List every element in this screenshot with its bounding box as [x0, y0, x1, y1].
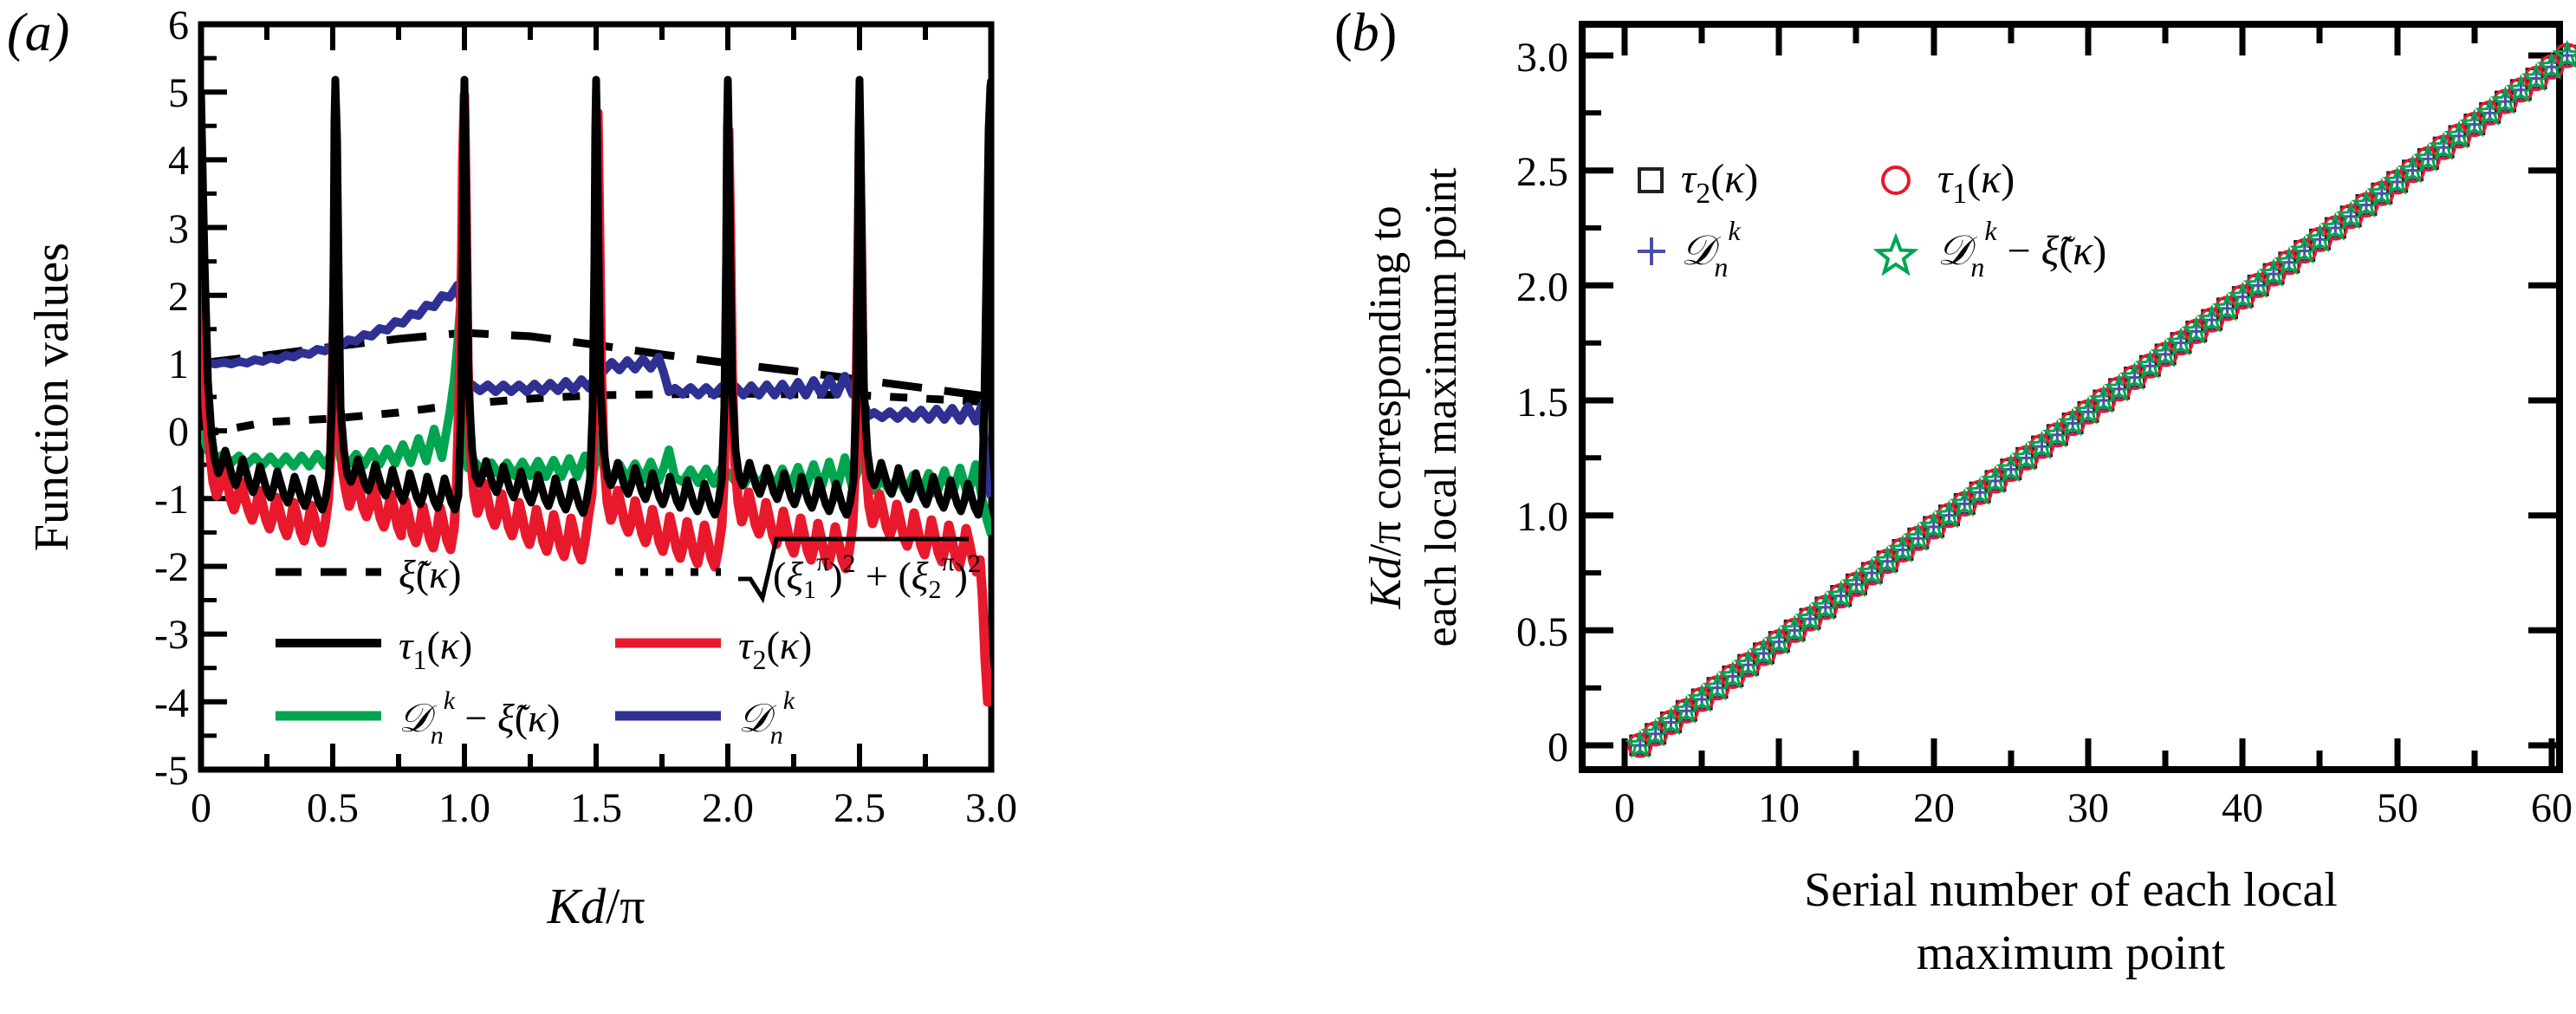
- panel-b-xlabel-line1: Serial number of each local: [1804, 863, 2338, 917]
- panel-a-ylabel: Function values: [25, 243, 79, 551]
- panel-a-top-ticks: [264, 24, 928, 50]
- panel-a-ytick--3: -3: [154, 612, 189, 658]
- panel-b-ytick-0: 0: [1548, 725, 1568, 770]
- panel-b-ytick-2-5: 2.5: [1516, 149, 1568, 195]
- panel-b-x-ticklabels: 0 10 20 30 40 50 60: [1614, 785, 2573, 831]
- panel-a-xtick-3-0: 3.0: [965, 785, 1017, 831]
- legend-marker-tau2-square: [1638, 167, 1664, 193]
- legend-label-tau2: τ2(κ): [738, 623, 812, 675]
- panel-a-ytick--1: -1: [154, 477, 189, 523]
- panel-a-ytick--2: -2: [154, 544, 189, 590]
- panel-b-ytick-1-0: 1.0: [1516, 494, 1568, 540]
- legend-label-tau1: τ1(κ): [399, 623, 472, 675]
- panel-a-xtick-0: 0: [191, 785, 211, 831]
- panel-b-xtick-50: 50: [2377, 785, 2418, 831]
- panel-a-ytick--4: -4: [154, 680, 189, 726]
- panel-b-ytick-0-5: 0.5: [1516, 609, 1568, 655]
- legend-label-b-Dnk-minus-xi: 𝒟nk − ξ̃(κ): [1937, 215, 2106, 283]
- panel-b-top-ticks: [1621, 24, 2478, 55]
- panel-a-ytick-2: 2: [168, 274, 189, 320]
- panel-a-svg: (a) Function values: [7, 3, 1017, 934]
- panel-a-tag: (a): [7, 3, 69, 62]
- legend-label-b-tau1: τ1(κ): [1937, 156, 2015, 210]
- legend-label-sqrt-xi: (ξ1π)2 + (ξ2π)2: [738, 536, 981, 604]
- panel-b-xtick-30: 30: [2067, 785, 2109, 831]
- panel-a-ytick-1: 1: [168, 341, 189, 387]
- svg-text:(ξ1π)2 + (ξ2π)2: (ξ1π)2 + (ξ2π)2: [773, 548, 981, 604]
- legend-label-Dnk-minus-xi: 𝒟nk − ξ̃(κ): [399, 686, 560, 750]
- panel-a-ytick-3: 3: [168, 206, 189, 252]
- panel-b-xtick-20: 20: [1913, 785, 1955, 831]
- panel-a: (a) Function values: [7, 3, 1017, 934]
- panel-b-xtick-0: 0: [1614, 785, 1635, 831]
- panel-b-y-ticks: [1582, 52, 1613, 749]
- panel-b-x-ticks: [1621, 738, 2555, 770]
- legend-marker-Dnk-plus: [1638, 237, 1665, 265]
- panel-a-y-ticklabels: -5 -4 -3 -2 -1 0 1 2 3 4 5 6: [154, 3, 189, 794]
- curve-tau1: [201, 75, 991, 519]
- legend-label-b-Dnk: 𝒟nk: [1681, 215, 1741, 283]
- panel-a-x-ticklabels: 0 0.5 1.0 1.5 2.0 2.5 3.0: [191, 785, 1017, 831]
- panel-b-ytick-3-0: 3.0: [1516, 35, 1568, 81]
- panel-b-ylabel-line2: each local maximum point: [1417, 167, 1466, 647]
- panel-a-xtick-2-5: 2.5: [834, 785, 886, 831]
- panel-a-ytick-5: 5: [168, 70, 189, 116]
- panel-a-xtick-1-0: 1.0: [438, 785, 490, 831]
- panel-b-ylabel-line1: Kd/π corresponding to: [1361, 205, 1411, 609]
- panel-b-legend: τ2(κ) τ1(κ) 𝒟nk 𝒟nk − ξ̃(κ: [1638, 156, 2106, 283]
- panel-a-ytick-6: 6: [168, 3, 189, 49]
- panel-a-legend: ξ̃(κ) (ξ1π)2 + (ξ2π)2 τ1(κ): [276, 536, 981, 750]
- panel-b: (b) Kd/π corresponding to each local max…: [1326, 0, 2576, 1014]
- legend-label-Dnk: 𝒟nk: [738, 686, 795, 750]
- legend-label-xi-tilde: ξ̃(κ): [399, 552, 461, 596]
- panel-b-y-ticklabels: 0 0.5 1.0 1.5 2.0 2.5 3.0: [1516, 35, 1568, 770]
- panel-a-ytick--5: -5: [154, 748, 189, 794]
- panel-b-plot-frame: [1579, 21, 2563, 773]
- legend-label-b-tau2: τ2(κ): [1681, 156, 1758, 210]
- panel-b-ytick-2-0: 2.0: [1516, 264, 1568, 310]
- panel-b-tag: (b): [1334, 3, 1397, 62]
- panel-b-y-minor-ticks: [1582, 110, 1601, 691]
- panel-a-xlabel: Kd/π: [546, 878, 645, 934]
- panel-b-svg: (b) Kd/π corresponding to each local max…: [1334, 3, 2576, 980]
- panel-b-scatter-points: [1625, 39, 2576, 758]
- panel-b-xlabel-line2: maximum point: [1917, 926, 2226, 980]
- legend-marker-Dnk-minus-xi-star: [1872, 232, 1919, 276]
- legend-marker-tau1-circle: [1881, 166, 1911, 195]
- panel-a-xtick-2-0: 2.0: [702, 785, 754, 831]
- panel-b-xtick-10: 10: [1758, 785, 1800, 831]
- panel-a-xtick-1-5: 1.5: [570, 785, 622, 831]
- panel-a-ytick-0: 0: [168, 409, 189, 455]
- panel-b-xtick-40: 40: [2222, 785, 2263, 831]
- panel-a-xtick-0-5: 0.5: [307, 785, 359, 831]
- panel-a-x-ticks: [198, 744, 994, 770]
- panel-b-right-ticks: [2528, 52, 2560, 749]
- panel-a-curves: [201, 75, 991, 707]
- panel-a-ytick-4: 4: [168, 138, 189, 184]
- panel-a-y-ticks: [201, 22, 227, 772]
- panel-b-xtick-60: 60: [2531, 785, 2573, 831]
- panel-b-ytick-1-5: 1.5: [1516, 380, 1568, 426]
